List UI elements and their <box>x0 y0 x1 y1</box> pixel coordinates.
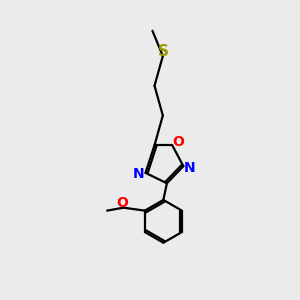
Text: O: O <box>116 196 128 210</box>
Text: O: O <box>172 135 184 148</box>
Text: N: N <box>133 167 145 181</box>
Text: S: S <box>158 44 169 59</box>
Text: N: N <box>184 161 196 175</box>
